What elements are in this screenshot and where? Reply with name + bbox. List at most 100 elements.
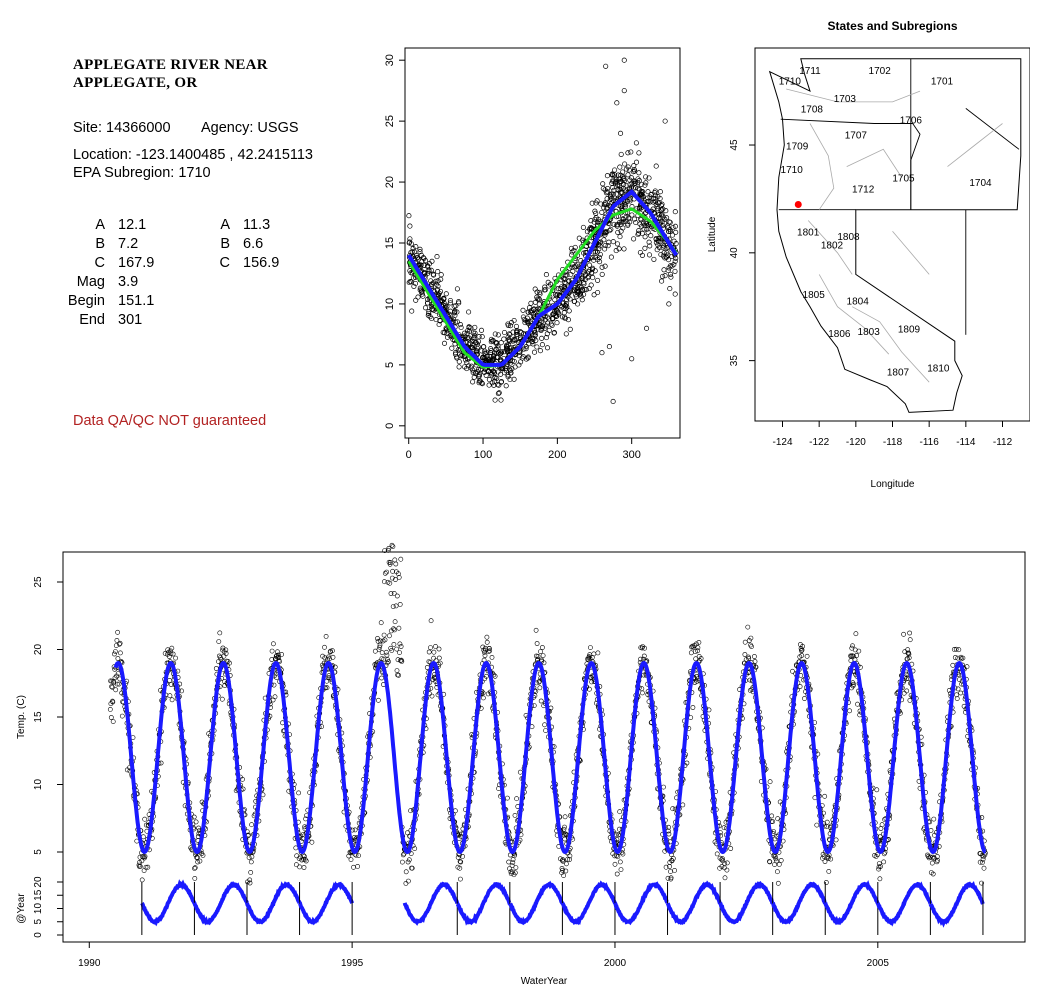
data-point [688,715,694,720]
data-point [404,830,410,836]
data-point [426,659,432,664]
data-point [293,862,299,868]
data-point [597,251,603,257]
data-point [475,344,481,350]
data-point [492,331,498,337]
data-point [575,288,581,294]
data-point [540,645,545,650]
data-point [688,650,694,656]
data-point [534,641,540,646]
data-point [646,175,652,181]
data-point [221,653,227,659]
data-point [496,382,502,388]
data-point [772,862,777,867]
data-point [116,681,122,687]
data-point [428,278,434,284]
data-point [537,348,543,354]
data-point [617,826,622,832]
data-point [505,322,511,328]
data-point [752,659,758,664]
data-point [770,819,776,824]
data-point [494,354,500,360]
lower-y-tick-label: 0 [33,932,44,938]
data-point [548,321,554,327]
data-point [498,397,504,403]
region-label: 1802 [821,241,844,252]
data-point [589,200,595,206]
data-point [662,273,668,279]
data-point [388,591,394,596]
year-curve [402,881,460,926]
data-point [143,864,149,870]
data-point [434,287,440,293]
data-point [589,679,594,685]
data-point [531,306,537,312]
data-point [413,297,419,303]
data-point [641,226,647,232]
data-point [461,333,467,339]
data-point [567,857,572,862]
site-title-line2: APPLEGATE, OR [73,75,198,91]
data-point [610,185,616,191]
data-point [381,632,387,638]
data-point [629,356,635,362]
x-tick-label: -124 [772,437,792,448]
data-point [543,323,549,329]
data-point [954,692,959,698]
data-point [519,355,525,361]
data-point [534,344,540,350]
data-point [225,659,231,664]
data-point [637,187,643,193]
data-point [568,271,574,278]
data-point [930,871,936,877]
data-point [434,254,440,260]
data-point [223,651,229,656]
data-point [746,638,752,643]
x-tick-label: 2000 [604,958,627,969]
data-point [411,283,417,289]
lower-y-tick-label: 15 [33,889,44,901]
data-point [905,647,911,653]
region-label: 1708 [801,105,824,116]
data-point [114,673,119,679]
data-point [588,674,594,680]
data-point [799,647,805,653]
data-point [392,627,397,633]
data-point [137,863,143,869]
param-key: C [94,255,105,271]
data-point [824,819,830,825]
data-point [579,275,585,281]
data-point [622,161,628,167]
data-point [559,858,565,863]
data-point [950,662,956,668]
data-point [661,267,667,273]
y-tick-label: 25 [33,576,44,588]
data-point [901,690,907,696]
year-curve [192,880,249,926]
data-point [621,178,628,184]
data-point [491,356,497,362]
data-point [638,656,643,662]
data-point [165,647,171,653]
data-point [216,639,222,644]
data-point [615,854,621,860]
data-point [197,858,203,864]
data-point [662,255,668,261]
data-point [602,246,608,252]
data-point [391,591,397,596]
data-point [802,696,807,701]
plot-frame [62,551,1026,943]
state-border [780,118,913,124]
data-point [387,560,393,565]
data-point [395,657,401,663]
data-point [588,224,594,231]
data-point [604,173,610,179]
data-point [638,217,644,223]
data-point [767,859,773,865]
data-point [562,276,568,282]
year-curve [771,881,827,925]
data-point [409,308,415,314]
y-tick-label: 30 [384,54,396,66]
data-point [441,340,448,346]
data-point [564,297,570,303]
